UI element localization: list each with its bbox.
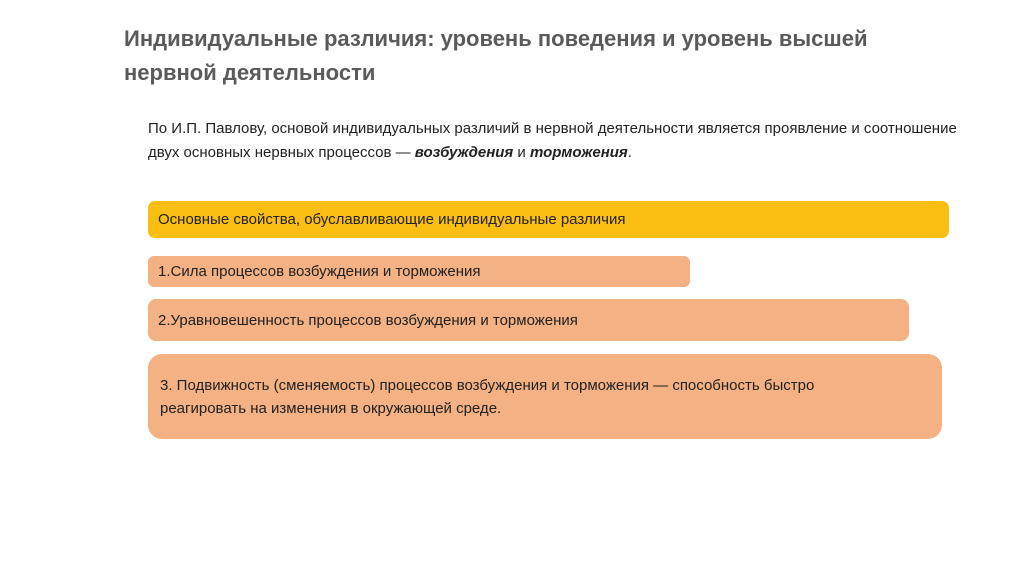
property-box-mobility: 3. Подвижность (сменяемость) процессов в…: [148, 354, 942, 439]
property-box-balance: 2.Уравновешенность процессов возбуждения…: [148, 299, 909, 341]
intro-connector: и: [513, 144, 530, 161]
slide-title: Индивидуальные различия: уровень поведен…: [124, 26, 868, 85]
intro-end: .: [627, 144, 632, 161]
property-label-strength: 1.Сила процессов возбуждения и торможени…: [158, 263, 481, 280]
intro-paragraph: По И.П. Павлову, основой индивидуальных …: [148, 117, 978, 165]
intro-emphasis-inhibition: торможения: [529, 144, 628, 161]
properties-header-label: Основные свойства, обуславливающие индив…: [158, 211, 626, 228]
intro-text: По И.П. Павлову, основой индивидуальных …: [148, 120, 957, 161]
intro-emphasis-excitation: возбуждения: [414, 144, 514, 161]
properties-header-box: Основные свойства, обуславливающие индив…: [148, 201, 949, 238]
property-label-balance: 2.Уравновешенность процессов возбуждения…: [158, 311, 578, 329]
property-label-mobility: 3. Подвижность (сменяемость) процессов в…: [160, 376, 815, 417]
property-box-strength: 1.Сила процессов возбуждения и торможени…: [148, 256, 690, 287]
